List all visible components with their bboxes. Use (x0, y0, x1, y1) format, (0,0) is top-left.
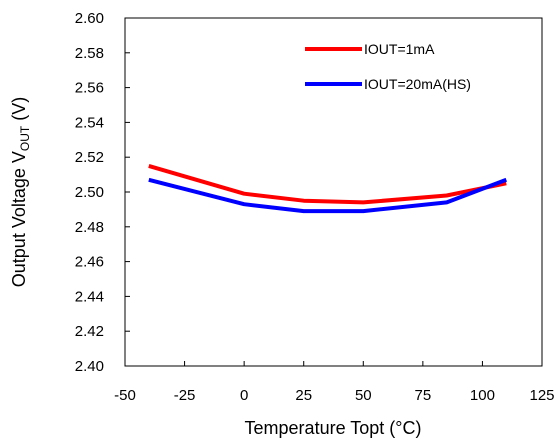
y-tick-label: 2.60 (75, 10, 104, 27)
y-axis-title: Output Voltage VOUT (V) (9, 97, 32, 287)
x-tick-label: -50 (114, 387, 136, 404)
legend: IOUT=1mA IOUT=20mA(HS) (305, 41, 471, 92)
series-line (148, 177, 508, 214)
x-tick-label: 75 (415, 387, 432, 404)
y-tick-label: 2.50 (75, 184, 104, 201)
legend-label: IOUT=1mA (364, 41, 435, 57)
x-axis-title: Temperature Topt (°C) (245, 418, 422, 438)
y-tick-label: 2.58 (75, 45, 104, 62)
y-tick-label: 2.52 (75, 149, 104, 166)
x-tick-label: -25 (174, 387, 196, 404)
legend-label: IOUT=20mA(HS) (364, 76, 471, 92)
y-tick-label: 2.54 (75, 114, 104, 131)
y-tick-label: 2.44 (75, 288, 104, 305)
y-tick-label: 2.48 (75, 219, 104, 236)
y-axis: 2.40 2.42 2.44 2.46 2.48 2.50 2.52 2.54 2.56 2.58… (75, 10, 130, 375)
y-axis-title-unit: (V) (9, 97, 29, 126)
series-line (148, 163, 507, 205)
x-tick-label: 25 (295, 387, 312, 404)
y-axis-title-subscript: OUT (18, 125, 32, 151)
y-tick-label: 2.56 (75, 80, 104, 97)
y-tick-label: 2.46 (75, 254, 104, 271)
x-tick-label: 50 (355, 387, 372, 404)
x-tick-label: 0 (240, 387, 248, 404)
x-tick-label: 100 (470, 387, 495, 404)
series-lines (148, 163, 508, 214)
y-tick-label: 2.42 (75, 323, 104, 340)
x-tick-label: 125 (529, 387, 554, 404)
y-tick-label: 2.40 (75, 358, 104, 375)
y-axis-title-main: Output Voltage V (9, 151, 29, 287)
x-axis: -50 -25 0 25 50 75 100 125 (114, 361, 555, 404)
